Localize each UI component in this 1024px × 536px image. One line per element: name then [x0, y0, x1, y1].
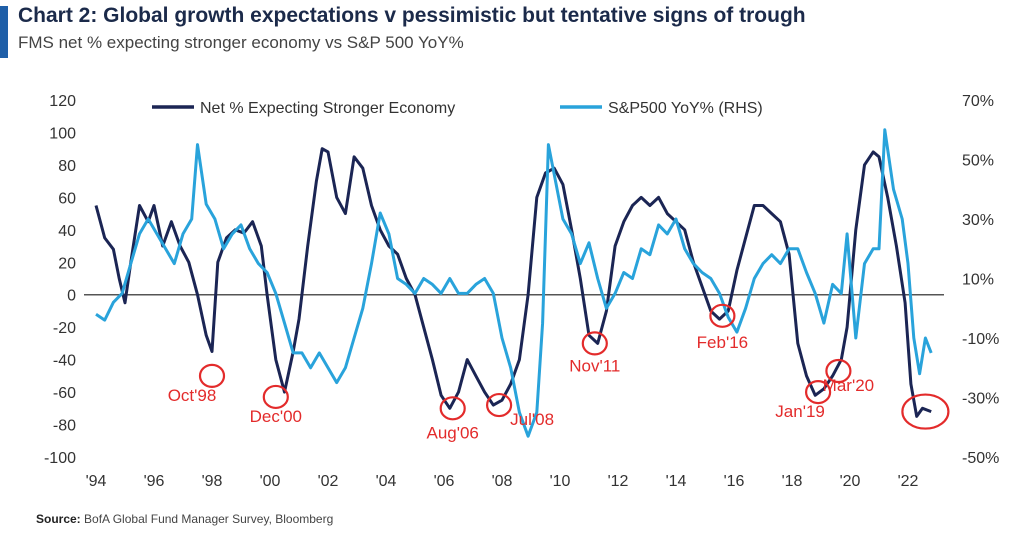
annotation-label: Feb'16: [697, 333, 748, 352]
y-right-tick-label: -30%: [962, 391, 999, 408]
y-left-tick-label: 60: [58, 190, 76, 207]
x-tick-label: '94: [86, 473, 107, 490]
annotation-label: Oct'98: [168, 386, 217, 405]
x-tick-label: '00: [260, 473, 281, 490]
legend-label: Net % Expecting Stronger Economy: [200, 100, 455, 117]
y-left-tick-label: 100: [49, 125, 76, 142]
annotation-circle: [709, 303, 736, 328]
annotation-label: Dec'00: [250, 407, 302, 426]
annotation-label: Nov'11: [569, 356, 620, 375]
x-tick-label: '98: [202, 473, 223, 490]
x-tick-label: '08: [492, 473, 513, 490]
title-accent-bar: [0, 6, 8, 58]
y-left-tick-label: 0: [67, 288, 76, 305]
y-left-tick-label: 80: [58, 158, 76, 175]
y-right-tick-label: 70%: [962, 93, 994, 110]
annotation-circle: [262, 384, 289, 410]
x-tick-label: '02: [318, 473, 339, 490]
y-left-tick-label: 40: [58, 223, 76, 240]
chart-svg: 120 100 80 60 40 20 0 -20 -40 -60 -80 -100 70% 50% 30%…: [44, 93, 999, 490]
x-tick-label: '06: [434, 473, 455, 490]
x-tick-label: '22: [898, 473, 919, 490]
source-text: BofA Global Fund Manager Survey, Bloombe…: [84, 512, 334, 526]
annotation-circle: [439, 396, 466, 421]
annotation-label: Mar'20: [823, 376, 874, 395]
x-tick-label: '04: [376, 473, 397, 490]
x-tick-label: '96: [144, 473, 165, 490]
x-tick-label: '20: [840, 473, 861, 490]
source-note: Source: BofA Global Fund Manager Survey,…: [36, 512, 333, 526]
x-tick-label: '18: [782, 473, 803, 490]
chart-title: Chart 2: Global growth expectations v pe…: [18, 4, 806, 27]
y-right-tick-label: -50%: [962, 450, 999, 467]
y-right-tick-label: 50%: [962, 153, 994, 170]
y-left-tick-label: -20: [53, 320, 76, 337]
x-tick-label: '14: [666, 473, 687, 490]
annotation-label: Jan'19: [775, 402, 825, 421]
source-label: Source:: [36, 512, 81, 526]
annotation-circle: [486, 392, 513, 418]
annotation-circle: [901, 393, 950, 430]
y-left-tick-label: -60: [53, 385, 76, 402]
y-right-tick-label: 30%: [962, 212, 994, 229]
y-left-tick-label: 20: [58, 255, 76, 272]
annotation-label: Jul'08: [510, 410, 554, 429]
y-left-tick-label: 120: [49, 93, 76, 110]
annotation-label: Aug'06: [426, 423, 478, 442]
y-right-tick-label: -10%: [962, 331, 999, 348]
spx-series-line: [95, 128, 933, 438]
fms-series-line: [94, 147, 932, 418]
legend-label: S&P500 YoY% (RHS): [608, 100, 763, 117]
y-right-tick-label: 10%: [962, 272, 994, 289]
y-left-tick-label: -100: [44, 450, 76, 467]
y-left-tick-label: -80: [53, 418, 76, 435]
annotation-circle: [804, 379, 832, 405]
annotation-circle: [198, 363, 226, 388]
x-tick-label: '10: [550, 473, 571, 490]
chart-subtitle: FMS net % expecting stronger economy vs …: [18, 33, 464, 52]
y-left-tick-label: -40: [53, 353, 76, 370]
x-tick-label: '12: [608, 473, 629, 490]
x-tick-label: '16: [724, 473, 745, 490]
annotation-circle: [825, 358, 852, 384]
annotation-circle: [581, 331, 608, 356]
